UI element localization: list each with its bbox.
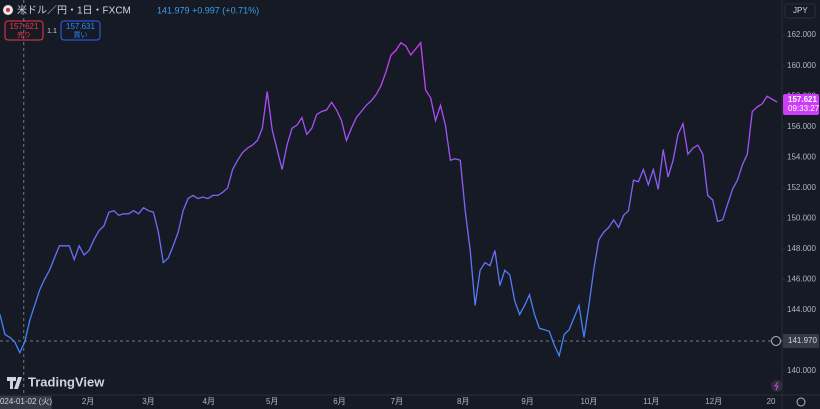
- buy-price: 157.631: [66, 22, 95, 31]
- symbol-icon-dot: [6, 8, 10, 12]
- crosshair-price-box: [783, 333, 819, 348]
- y-tick-label: 146.000: [787, 275, 816, 284]
- x-tick-label: 9月: [521, 397, 533, 406]
- y-tick-label: 160.000: [787, 61, 816, 70]
- y-tick-label: 150.000: [787, 213, 816, 222]
- last-price: 157.621: [788, 95, 817, 104]
- y-tick-label: 148.000: [787, 244, 816, 253]
- crosshair-date: 2024-01-02 (火): [0, 397, 52, 406]
- buy-button[interactable]: [60, 20, 101, 41]
- x-tick-label: 8月: [457, 397, 469, 406]
- y-tick-label: 154.000: [787, 152, 816, 161]
- x-tick-label: 4月: [203, 397, 215, 406]
- countdown: 09:33:27: [788, 104, 820, 113]
- brand-icon: [7, 377, 22, 389]
- y-tick-label: 144.000: [787, 305, 816, 314]
- last-price-badge: [783, 93, 819, 115]
- y-tick-label: 140.000: [787, 366, 816, 375]
- sell-label: 売り: [17, 30, 31, 39]
- sell-price: 157.621: [10, 22, 39, 31]
- y-tick-label: 152.000: [787, 183, 816, 192]
- x-tick-label: 10月: [580, 397, 597, 406]
- spread: 1.1: [47, 28, 57, 35]
- price-line: [0, 41, 778, 358]
- x-tick-label: 7月: [391, 397, 403, 406]
- crosshair-price: 141.970: [788, 336, 817, 345]
- symbol-title: 米ドル／円・1日・FXCM: [17, 4, 131, 17]
- crosshair-date-box: [0, 396, 52, 409]
- alert-icon-bolt: [774, 381, 779, 391]
- settings-icon[interactable]: [796, 397, 806, 407]
- y-tick-label: 162.000: [787, 30, 816, 39]
- x-tick-label: 5月: [266, 397, 278, 406]
- crosshair-add-icon[interactable]: [771, 335, 781, 346]
- x-tick-label: 3月: [142, 397, 154, 406]
- brand: TradingView: [28, 374, 105, 389]
- x-tick-label: 20: [767, 397, 776, 406]
- x-tick-label: 12月: [705, 397, 722, 406]
- buy-label: 買い: [74, 31, 88, 39]
- ohlc-readout: 141.979 +0.997 (+0.71%): [157, 5, 259, 15]
- currency-box[interactable]: [784, 3, 816, 19]
- currency: JPY: [793, 6, 808, 15]
- x-tick-label: 11月: [643, 397, 659, 406]
- x-tick-label: 6月: [333, 397, 345, 406]
- x-tick-label: 2月: [82, 397, 94, 406]
- y-tick-label: 156.000: [787, 122, 816, 131]
